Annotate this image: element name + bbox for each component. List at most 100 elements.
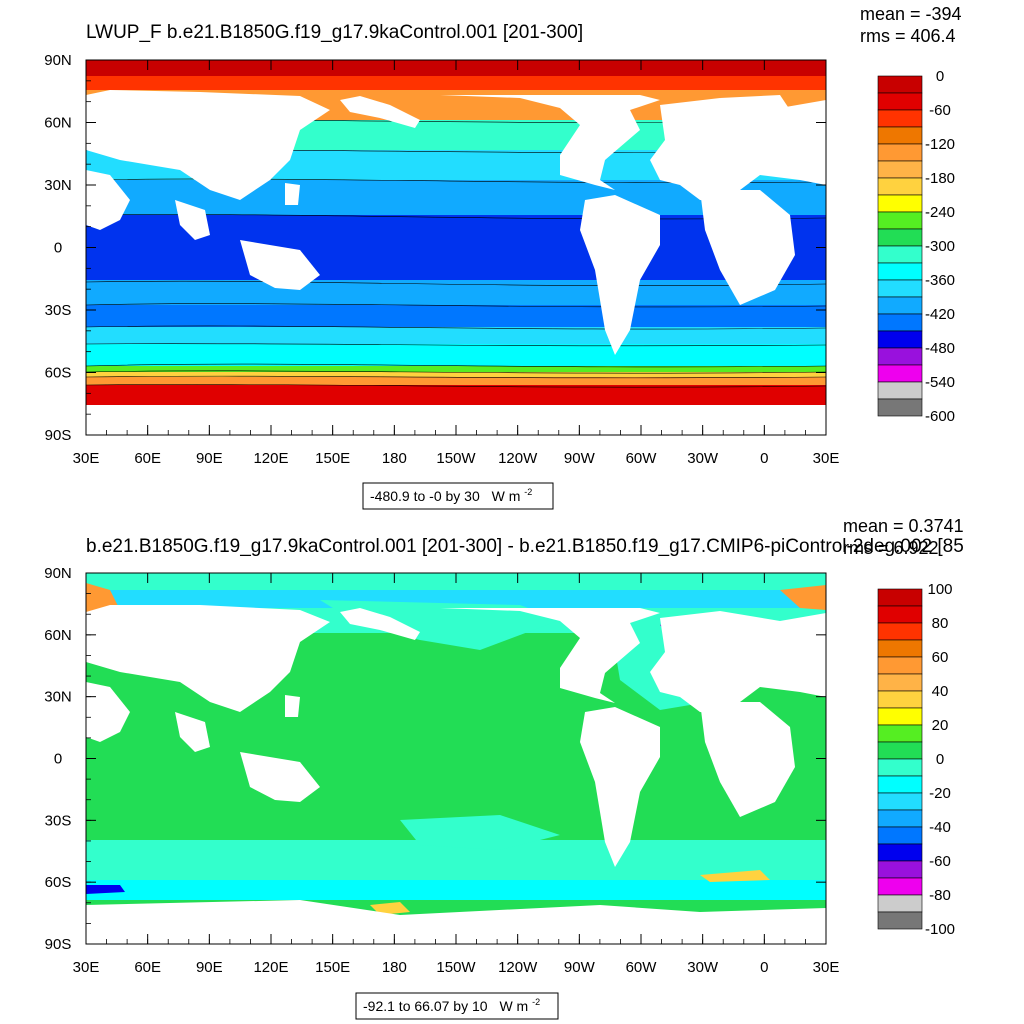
colorbar-swatch-1-8 — [877, 724, 923, 743]
panel-1-title: LWUP_F b.e21.B1850G.f19_g17.9kaControl.0… — [86, 22, 583, 43]
colorbar-label-1-0: 100 — [927, 581, 952, 598]
x-tick-label-1-6: 150W — [436, 959, 476, 976]
x-tick-label-1-9: 60W — [626, 959, 658, 976]
x-tick-label-0-12: 30E — [813, 450, 840, 467]
diff-spac — [400, 815, 560, 850]
colorbar-swatch-1-14 — [877, 826, 923, 845]
colorbar-label-1-4: 20 — [932, 717, 949, 734]
panel-2-units-sup: -2 — [532, 997, 540, 1007]
band-south-mid-3 — [86, 344, 826, 366]
x-tick-label-1-11: 0 — [760, 959, 768, 976]
colorbar-swatch-0-1 — [877, 92, 923, 111]
colorbar-swatch-1-2 — [877, 622, 923, 641]
colorbar-label-0-5: -300 — [925, 238, 955, 255]
band-tropics — [86, 215, 826, 280]
panel-2-title: b.e21.B1850G.f19_g17.9kaControl.001 [201… — [86, 536, 964, 557]
colorbar-swatch-0-2 — [877, 109, 923, 128]
x-tick-label-1-7: 120W — [498, 959, 538, 976]
x-tick-label-0-0: 30E — [73, 450, 100, 467]
colorbar-swatch-0-10 — [877, 245, 923, 264]
colorbar-label-0-0: 0 — [936, 68, 944, 85]
colorbar-label-1-1: 80 — [932, 615, 949, 632]
diff-hotspot-3 — [700, 870, 770, 882]
colorbar-swatch-0-12 — [877, 279, 923, 298]
x-tick-label-1-3: 120E — [253, 959, 288, 976]
colorbar-label-1-2: 60 — [932, 649, 949, 666]
band-south-mid-2 — [86, 327, 826, 344]
colorbar-swatch-1-4 — [877, 656, 923, 675]
x-tick-label-0-3: 120E — [253, 450, 288, 467]
panel-2-rms: rms = 6.922 — [843, 538, 939, 558]
band-antarctic — [86, 385, 826, 405]
colorbar-label-0-4: -240 — [925, 204, 955, 221]
svg-text:-480.9 to -0 by 30 W m: -480.9 to -0 by 30 W m -2 — [370, 487, 532, 504]
y-tick-label-1-3: 0 — [54, 751, 62, 768]
band-ice-edge-1 — [86, 366, 826, 372]
colorbar-swatch-1-0 — [877, 588, 923, 607]
y-tick-label-0-3: 0 — [54, 240, 62, 257]
colorbar-swatch-0-14 — [877, 313, 923, 332]
panel-1-units: W m — [492, 488, 521, 504]
panel-2-colorbar: 100 80 60 40 20 0 -20 -40 -60 -80 -100 — [877, 581, 955, 938]
y-tick-label-0-5: 60S — [45, 365, 72, 382]
colorbar-swatch-1-1 — [877, 605, 923, 624]
x-tick-label-0-5: 180 — [382, 450, 407, 467]
colorbar-swatch-0-0 — [877, 75, 923, 94]
colorbar-label-1-5: 0 — [936, 751, 944, 768]
x-tick-label-0-10: 30W — [687, 450, 719, 467]
y-tick-label-0-2: 30N — [44, 177, 72, 194]
colorbar-swatch-0-7 — [877, 194, 923, 213]
panel-difference: b.e21.B1850G.f19_g17.9kaControl.001 [201… — [44, 516, 964, 1020]
colorbar-label-0-10: -600 — [925, 408, 955, 425]
y-tick-label-1-0: 90N — [44, 565, 72, 582]
colorbar-swatch-0-13 — [877, 296, 923, 315]
colorbar-swatch-0-4 — [877, 143, 923, 162]
colorbar-swatch-0-3 — [877, 126, 923, 145]
panel-1-land — [86, 90, 826, 355]
colorbar-swatch-1-10 — [877, 758, 923, 777]
panel-1-axes: 30E 60E 90E 120E 150E 180 150W 120W 90W 60W 30W 0 30… — [44, 52, 839, 467]
panel-2-axes: 30E 60E 90E 120E 150E 180 150W 120W 90W 60W 30W 0 30… — [44, 565, 839, 976]
panel-2-units: W m — [499, 998, 528, 1014]
panel-2-range-box: -92.1 to 66.07 by 10 W m -2 — [355, 992, 559, 1020]
panel-1-colorbar: 0 -60 -120 -180 -240 -300 -360 -420 -480 -540 -600 — [877, 68, 955, 425]
x-tick-label-0-8: 90W — [564, 450, 596, 467]
y-tick-label-0-1: 60N — [44, 115, 72, 132]
colorbar-swatch-0-9 — [877, 228, 923, 247]
colorbar-swatch-1-9 — [877, 741, 923, 760]
band-south-mid-1 — [86, 305, 826, 327]
colorbar-swatch-0-18 — [877, 381, 923, 400]
colorbar-swatch-0-11 — [877, 262, 923, 281]
colorbar-swatch-1-19 — [877, 911, 923, 930]
x-tick-label-1-10: 30W — [687, 959, 719, 976]
diff-coldspot-2 — [86, 885, 125, 894]
colorbar-swatch-1-15 — [877, 843, 923, 862]
x-tick-label-1-8: 90W — [564, 959, 596, 976]
panel-1-mean: mean = -394 — [860, 4, 962, 24]
colorbar-swatch-1-5 — [877, 673, 923, 692]
colorbar-label-1-3: 40 — [932, 683, 949, 700]
panel-2-mean: mean = 0.3741 — [843, 516, 964, 536]
colorbar-label-1-7: -40 — [929, 819, 951, 836]
colorbar-label-0-6: -360 — [925, 272, 955, 289]
colorbar-label-0-9: -540 — [925, 374, 955, 391]
colorbar-swatch-1-18 — [877, 894, 923, 913]
colorbar-swatch-1-7 — [877, 707, 923, 726]
colorbar-swatch-0-5 — [877, 160, 923, 179]
x-tick-label-1-0: 30E — [73, 959, 100, 976]
diff-npac — [320, 600, 560, 650]
band-arctic-2 — [86, 76, 826, 90]
band-ice-edge-2 — [86, 372, 826, 377]
y-tick-label-1-6: 90S — [45, 936, 72, 953]
colorbar-label-1-9: -80 — [929, 887, 951, 904]
colorbar-swatch-0-8 — [877, 211, 923, 230]
colorbar-swatch-0-17 — [877, 364, 923, 383]
x-tick-label-0-9: 60W — [626, 450, 658, 467]
panel-1-units-sup: -2 — [524, 487, 532, 497]
colorbar-label-0-2: -120 — [925, 136, 955, 153]
y-tick-label-0-6: 90S — [45, 427, 72, 444]
y-tick-label-1-2: 30N — [44, 689, 72, 706]
y-tick-label-0-0: 90N — [44, 52, 72, 69]
colorbar-label-1-6: -20 — [929, 785, 951, 802]
